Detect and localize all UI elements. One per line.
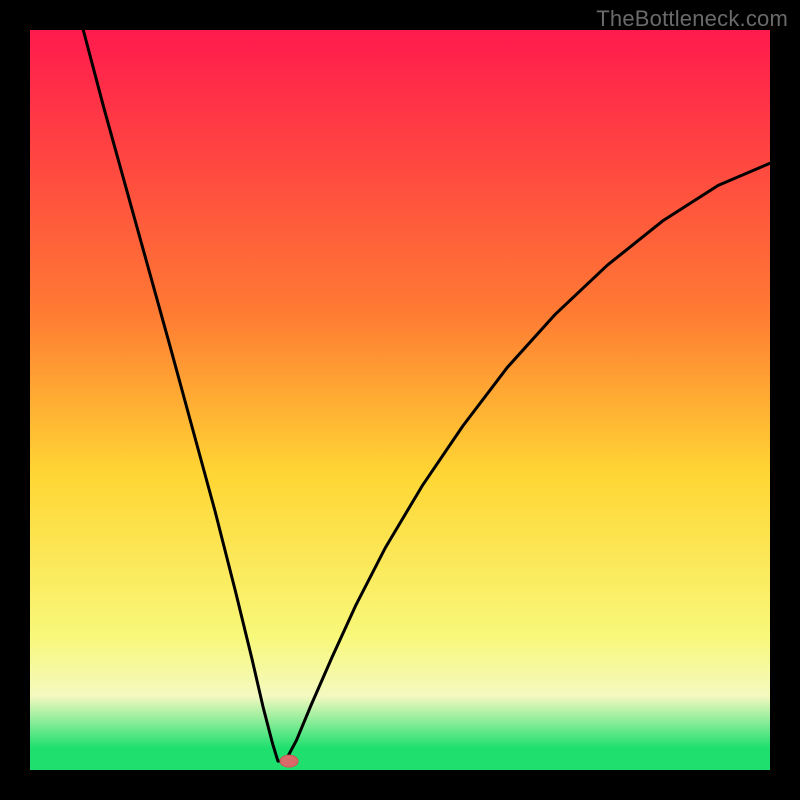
watermark-text: TheBottleneck.com [596,6,788,32]
chart-svg [30,30,770,770]
chart-container: TheBottleneck.com [0,0,800,800]
minimum-marker [280,755,298,767]
bottleneck-curve [83,30,770,761]
